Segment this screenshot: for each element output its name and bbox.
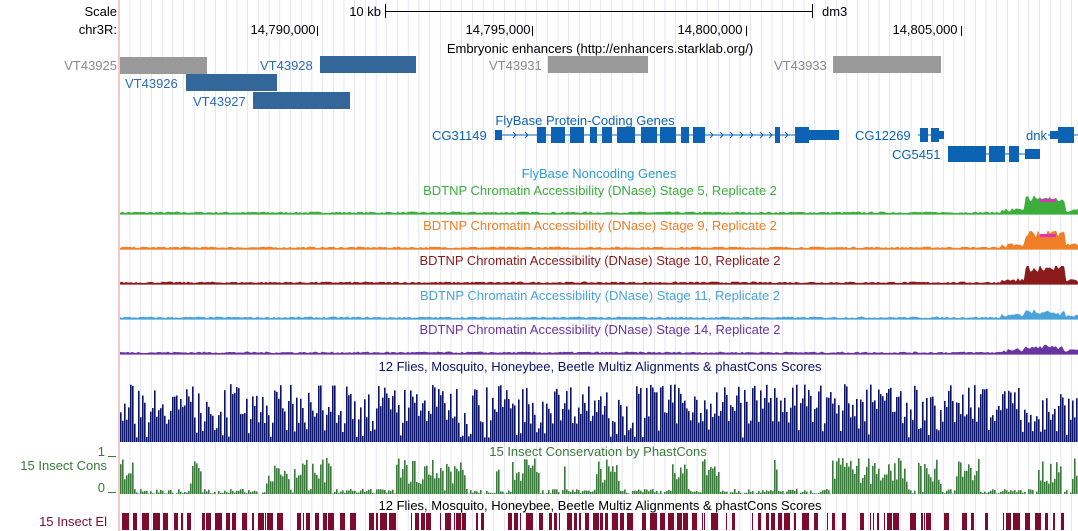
genes-track-title[interactable]: FlyBase Protein-Coding Genes xyxy=(495,113,675,128)
enhancer-feature[interactable] xyxy=(120,57,207,74)
dnase-signal-track[interactable] xyxy=(120,196,1078,216)
position-label: 14,790,000 xyxy=(250,22,316,37)
enhancer-label[interactable]: VT43925 xyxy=(64,58,117,73)
dnase-signal-track[interactable] xyxy=(120,231,1078,251)
chrom-label: chr3R: xyxy=(78,22,117,37)
cons-axis-high: 1 xyxy=(97,444,105,459)
dnase-track-title[interactable]: BDTNP Chromatin Accessibility (DNase) St… xyxy=(419,288,781,303)
dnase-signal-track[interactable] xyxy=(120,336,1078,356)
multiz-conservation-track[interactable] xyxy=(120,375,1078,442)
cons-axis-low-tick xyxy=(108,492,116,493)
enhancer-label[interactable]: VT43927 xyxy=(193,94,246,109)
enhancer-label[interactable]: VT43928 xyxy=(260,58,313,73)
cons-track-title[interactable]: 15 Insect Conservation by PhastCons xyxy=(489,444,707,459)
enhancer-feature[interactable] xyxy=(833,56,941,73)
gene-label[interactable]: CG31149 xyxy=(432,128,487,143)
enhancer-feature[interactable] xyxy=(253,92,350,109)
dnase-signal-track[interactable] xyxy=(120,266,1078,286)
dnase-track-title[interactable]: BDTNP Chromatin Accessibility (DNase) St… xyxy=(423,183,777,198)
phastcons-track[interactable] xyxy=(120,458,1078,494)
assembly-label: dm3 xyxy=(822,4,848,19)
dnase-signal-track[interactable] xyxy=(120,301,1078,321)
multiz-track-title[interactable]: 12 Flies, Mosquito, Honeybee, Beetle Mul… xyxy=(378,359,822,374)
position-tick xyxy=(317,26,318,36)
conserved-elements-track[interactable] xyxy=(120,512,1078,531)
cons-track-side-label[interactable]: 15 Insect Cons xyxy=(20,458,107,473)
noncoding-track-title[interactable]: FlyBase Noncoding Genes xyxy=(521,166,677,181)
enhancer-label[interactable]: VT43931 xyxy=(489,58,542,73)
position-tick xyxy=(961,26,962,36)
position-label: 14,800,000 xyxy=(677,22,743,37)
position-label: 14,795,000 xyxy=(465,22,531,37)
gene-label[interactable]: CG5451 xyxy=(892,147,941,162)
enhancer-label[interactable]: VT43933 xyxy=(774,58,827,73)
scalebar-right-tick xyxy=(812,4,813,18)
scalebar-left-tick xyxy=(385,4,386,18)
gene-model-dnk[interactable] xyxy=(1048,125,1078,145)
cons-axis-low: 0 xyxy=(97,480,105,495)
dnase-track-title[interactable]: BDTNP Chromatin Accessibility (DNase) St… xyxy=(419,322,781,337)
enhancer-feature[interactable] xyxy=(548,56,648,73)
enhancers-track-title[interactable]: Embryonic enhancers (http://enhancers.st… xyxy=(446,41,754,56)
scale-label: Scale xyxy=(84,4,117,19)
enhancer-feature[interactable] xyxy=(186,74,277,91)
left-boundary-line xyxy=(118,0,120,531)
gene-label[interactable]: CG12269 xyxy=(855,128,911,143)
scalebar xyxy=(385,11,813,12)
scalebar-label: 10 kb xyxy=(349,4,381,19)
elements-track-title[interactable]: 12 Flies, Mosquito, Honeybee, Beetle Mul… xyxy=(378,498,822,513)
gene-model-cg31149[interactable] xyxy=(495,124,845,146)
dnase-track-title[interactable]: BDTNP Chromatin Accessibility (DNase) St… xyxy=(423,218,777,233)
position-label: 14,805,000 xyxy=(892,22,958,37)
cons-axis-high-tick xyxy=(108,456,116,457)
enhancer-label[interactable]: VT43926 xyxy=(125,76,178,91)
gene-model-cg12269[interactable] xyxy=(918,125,948,145)
gene-label[interactable]: dnk xyxy=(1026,128,1047,143)
gene-model-cg5451[interactable] xyxy=(945,143,1045,165)
enhancer-feature[interactable] xyxy=(320,56,416,73)
position-tick xyxy=(532,26,533,36)
position-tick xyxy=(746,26,747,36)
dnase-track-title[interactable]: BDTNP Chromatin Accessibility (DNase) St… xyxy=(419,253,781,268)
elements-track-side-label[interactable]: 15 Insect El xyxy=(39,514,107,529)
